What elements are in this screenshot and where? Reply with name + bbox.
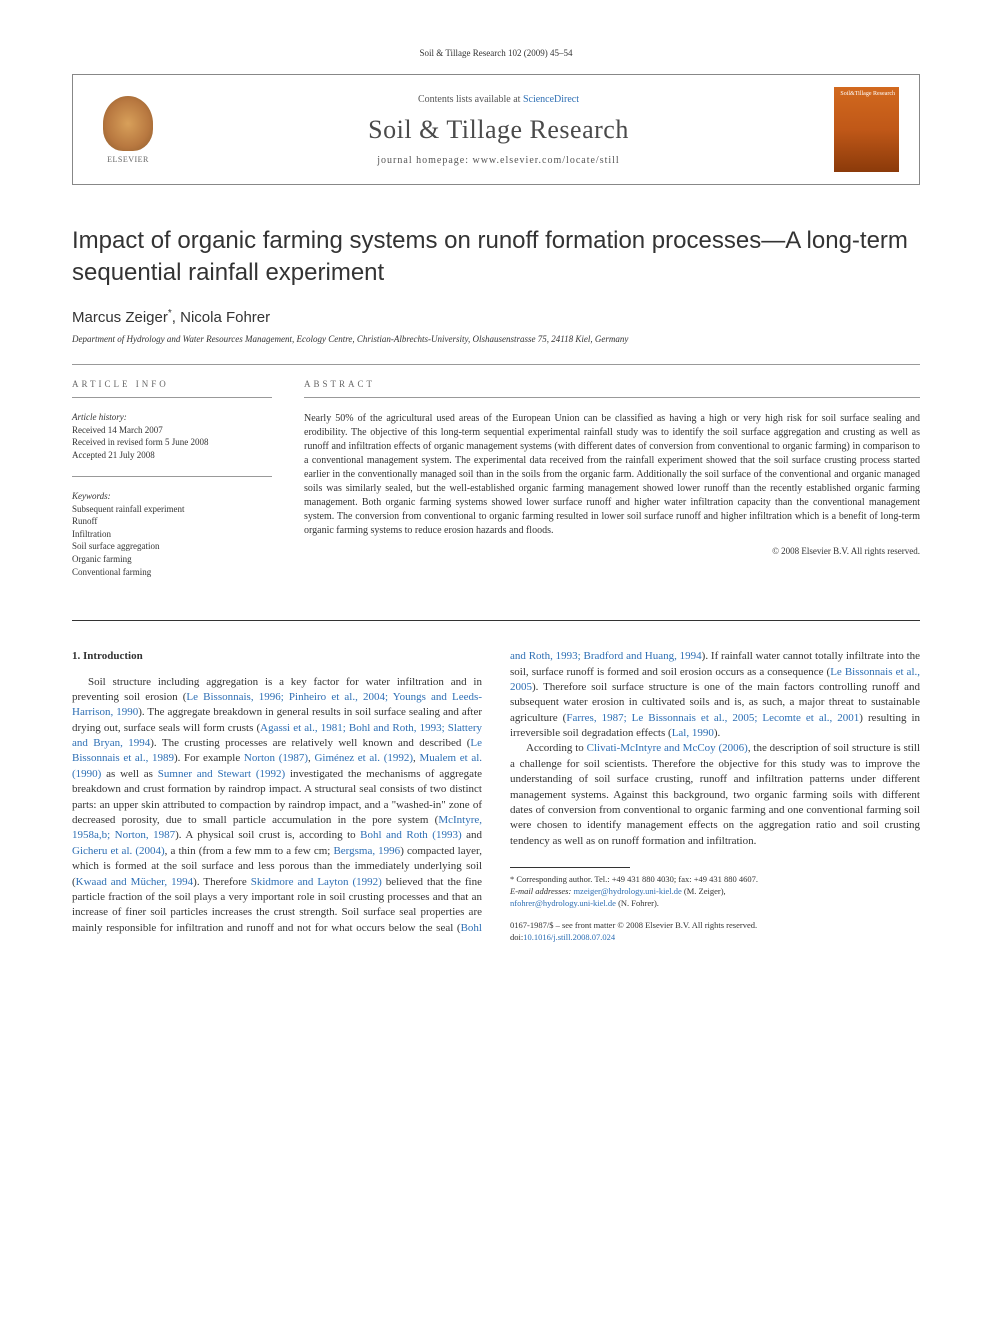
p2-text-a: According to <box>526 742 587 754</box>
ref-link[interactable]: Giménez et al. (1992) <box>314 752 413 764</box>
elsevier-tree-icon <box>103 96 153 151</box>
ref-link[interactable]: Bohl and Roth (1993) <box>360 829 461 841</box>
ref-link[interactable]: Farres, 1987; Le Bissonnais et al., 2005… <box>566 712 859 724</box>
doi-block: 0167-1987/$ – see front matter © 2008 El… <box>510 920 920 944</box>
divider-before-body <box>72 620 920 621</box>
keyword-0: Subsequent rainfall experiment <box>72 503 272 516</box>
email-line: E-mail addresses: mzeiger@hydrology.uni-… <box>510 886 920 898</box>
p1-text-g: as well as <box>101 768 157 780</box>
ref-link[interactable]: Lal, 1990 <box>672 727 714 739</box>
authors-line: Marcus Zeiger*, Nicola Fohrer <box>72 308 920 326</box>
abstract-divider <box>304 397 920 398</box>
elsevier-label: ELSEVIER <box>107 155 149 164</box>
article-history-block: Article history: Received 14 March 2007 … <box>72 412 272 462</box>
homepage-prefix: journal homepage: <box>377 155 472 166</box>
article-info-heading: ARTICLE INFO <box>72 379 272 389</box>
front-matter-line: 0167-1987/$ – see front matter © 2008 El… <box>510 920 920 932</box>
email-label: E-mail addresses: <box>510 886 573 896</box>
email-name-1: (M. Zeiger), <box>682 886 726 896</box>
p1-text-d: ). For example <box>174 752 244 764</box>
homepage-url: www.elsevier.com/locate/still <box>472 155 619 166</box>
p1-text-c: ). The crusting processes are relatively… <box>150 737 470 749</box>
header-center: Contents lists available at ScienceDirec… <box>163 94 834 166</box>
divider-top <box>72 364 920 365</box>
contents-prefix: Contents lists available at <box>418 94 523 105</box>
corresponding-author-line: * Corresponding author. Tel.: +49 431 88… <box>510 874 920 886</box>
keywords-label: Keywords: <box>72 491 272 501</box>
keyword-3: Soil surface aggregation <box>72 540 272 553</box>
p1-text-k: , a thin (from a few mm to a few cm; <box>165 845 334 857</box>
journal-title: Soil & Tillage Research <box>163 115 834 145</box>
footnote-separator <box>510 867 630 868</box>
p2-text-b: , the description of soil structure is s… <box>510 742 920 846</box>
p1-text-j: and <box>462 829 482 841</box>
email-link-1[interactable]: mzeiger@hydrology.uni-kiel.de <box>573 886 681 896</box>
author-2: Nicola Fohrer <box>180 309 270 326</box>
affiliation: Department of Hydrology and Water Resour… <box>72 334 920 344</box>
info-divider-1 <box>72 397 272 398</box>
cover-thumb-title: Soil&Tillage Research <box>838 91 895 97</box>
running-header-citation: Soil & Tillage Research 102 (2009) 45–54 <box>72 48 920 58</box>
author-separator: , <box>172 309 180 326</box>
doi-link[interactable]: 10.1016/j.still.2008.07.024 <box>523 932 615 942</box>
abstract-heading: ABSTRACT <box>304 379 920 389</box>
p1-text-r: ). <box>714 727 720 739</box>
ref-link[interactable]: Sumner and Stewart (1992) <box>158 768 285 780</box>
ref-link[interactable]: Bergsma, 1996 <box>333 845 400 857</box>
page: Soil & Tillage Research 102 (2009) 45–54… <box>0 0 992 992</box>
ref-link[interactable]: Kwaad and Mücher, 1994 <box>76 876 194 888</box>
ref-link[interactable]: Norton (1987) <box>244 752 308 764</box>
ref-link[interactable]: Gicheru et al. (2004) <box>72 845 165 857</box>
email-link-2[interactable]: nfohrer@hydrology.uni-kiel.de <box>510 898 616 908</box>
abstract-copyright: © 2008 Elsevier B.V. All rights reserved… <box>304 546 920 556</box>
keyword-1: Runoff <box>72 515 272 528</box>
revised-date: Received in revised form 5 June 2008 <box>72 436 272 449</box>
p1-text-i: ). A physical soil crust is, according t… <box>175 829 360 841</box>
accepted-date: Accepted 21 July 2008 <box>72 449 272 462</box>
history-label: Article history: <box>72 412 272 422</box>
info-abstract-row: ARTICLE INFO Article history: Received 1… <box>72 379 920 592</box>
sciencedirect-link[interactable]: ScienceDirect <box>523 94 579 105</box>
author-1: Marcus Zeiger <box>72 309 168 326</box>
footnotes: * Corresponding author. Tel.: +49 431 88… <box>510 874 920 910</box>
section-1-heading: 1. Introduction <box>72 649 482 664</box>
intro-paragraph-2: According to Clivati-McIntyre and McCoy … <box>510 741 920 849</box>
body-two-column: 1. Introduction Soil structure including… <box>72 649 920 944</box>
keyword-4: Organic farming <box>72 553 272 566</box>
article-title: Impact of organic farming systems on run… <box>72 225 920 290</box>
journal-cover-thumbnail: Soil&Tillage Research <box>834 87 899 172</box>
contents-available-line: Contents lists available at ScienceDirec… <box>163 94 834 105</box>
ref-link[interactable]: Skidmore and Layton (1992) <box>251 876 382 888</box>
p1-text-m: ). Therefore <box>193 876 251 888</box>
abstract-column: ABSTRACT Nearly 50% of the agricultural … <box>304 379 920 592</box>
ref-link[interactable]: Clivati-McIntyre and McCoy (2006) <box>587 742 748 754</box>
elsevier-logo: ELSEVIER <box>93 90 163 170</box>
doi-prefix: doi: <box>510 932 523 942</box>
keywords-block: Keywords: Subsequent rainfall experiment… <box>72 491 272 579</box>
email-line-2: nfohrer@hydrology.uni-kiel.de (N. Fohrer… <box>510 898 920 910</box>
journal-homepage-line: journal homepage: www.elsevier.com/locat… <box>163 155 834 166</box>
journal-header-box: ELSEVIER Contents lists available at Sci… <box>72 74 920 185</box>
email-name-2: (N. Fohrer). <box>616 898 659 908</box>
abstract-text: Nearly 50% of the agricultural used area… <box>304 412 920 538</box>
info-divider-2 <box>72 476 272 477</box>
keyword-2: Infiltration <box>72 528 272 541</box>
doi-line: doi:10.1016/j.still.2008.07.024 <box>510 932 920 944</box>
keyword-5: Conventional farming <box>72 566 272 579</box>
received-date: Received 14 March 2007 <box>72 424 272 437</box>
article-info-column: ARTICLE INFO Article history: Received 1… <box>72 379 272 592</box>
